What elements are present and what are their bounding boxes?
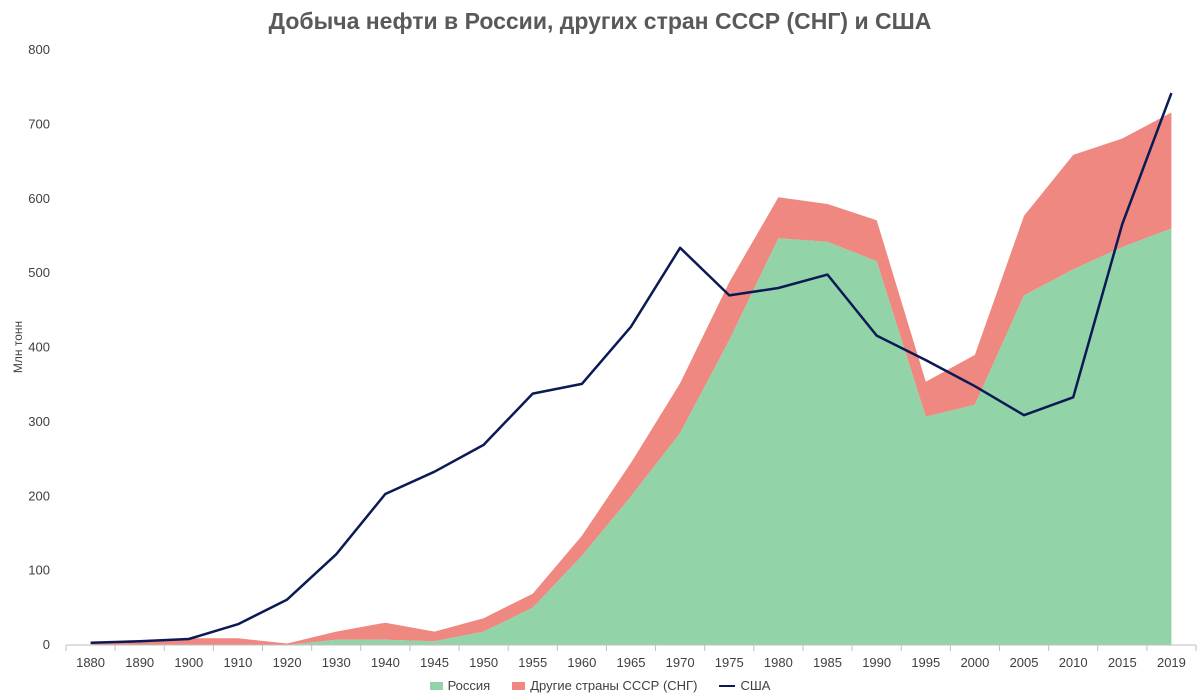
line-usa — [90, 92, 1173, 645]
y-tick-label: 0 — [43, 637, 50, 652]
x-tick-label: 1995 — [911, 655, 940, 670]
x-tick-label: 1920 — [273, 655, 302, 670]
area-russia — [90, 228, 1172, 645]
x-tick-label: 2005 — [1010, 655, 1039, 670]
line-layer — [90, 92, 1173, 645]
x-tick-label: 1985 — [813, 655, 842, 670]
legend-swatch-usa — [719, 684, 736, 687]
x-tick-label: 1980 — [764, 655, 793, 670]
x-tick-label: 1950 — [469, 655, 498, 670]
legend-swatch-other-ussr — [512, 681, 526, 690]
legend-item-other-ussr: Другие страны СССР (СНГ) — [512, 678, 697, 693]
y-tick-label: 500 — [28, 265, 50, 280]
y-tick-label: 100 — [28, 563, 50, 578]
legend-label-usa: США — [740, 678, 771, 693]
x-tick-label: 1965 — [617, 655, 646, 670]
x-tick-label: 1900 — [174, 655, 203, 670]
legend-label-russia: Россия — [447, 678, 491, 693]
y-tick-label: 800 — [28, 42, 50, 57]
legend-item-usa: США — [719, 678, 770, 693]
x-tick-label: 1975 — [715, 655, 744, 670]
y-tick-label: 600 — [28, 191, 50, 206]
area-layer — [90, 112, 1172, 645]
x-tick-label: 1970 — [666, 655, 695, 670]
x-tick-label: 1930 — [322, 655, 351, 670]
y-tick-label: 400 — [28, 340, 50, 355]
x-tick-label: 1960 — [567, 655, 596, 670]
legend-label-other-ussr: Другие страны СССР (СНГ) — [530, 678, 698, 693]
y-tick-label: 700 — [28, 116, 50, 131]
x-tick-label: 1890 — [125, 655, 154, 670]
x-tick-label: 1955 — [518, 655, 547, 670]
x-tick-label: 2015 — [1108, 655, 1137, 670]
y-axis-label: Млн тонн — [11, 321, 25, 373]
y-tick-label: 200 — [28, 488, 50, 503]
x-tick-label: 1990 — [862, 655, 891, 670]
x-tick-label: 1880 — [76, 655, 105, 670]
x-tick-label: 1910 — [223, 655, 252, 670]
axes-layer: 1880 1890 1900 1910 1920 1930 1940 1945 1950 1955… — [28, 42, 1197, 670]
legend: Россия Другие страны СССР (СНГ) США — [0, 678, 1200, 693]
x-tick-label: 1945 — [420, 655, 449, 670]
y-tick-label: 300 — [28, 414, 50, 429]
x-tick-label: 2000 — [960, 655, 989, 670]
x-tick-label: 2019 — [1157, 655, 1186, 670]
legend-item-russia: Россия — [429, 678, 491, 693]
x-tick-label: 1940 — [371, 655, 400, 670]
chart-title: Добыча нефти в России, других стран СССР… — [268, 8, 932, 34]
area-other-ussr — [90, 112, 1172, 645]
legend-swatch-russia — [429, 681, 443, 690]
x-tick-label: 2010 — [1059, 655, 1088, 670]
